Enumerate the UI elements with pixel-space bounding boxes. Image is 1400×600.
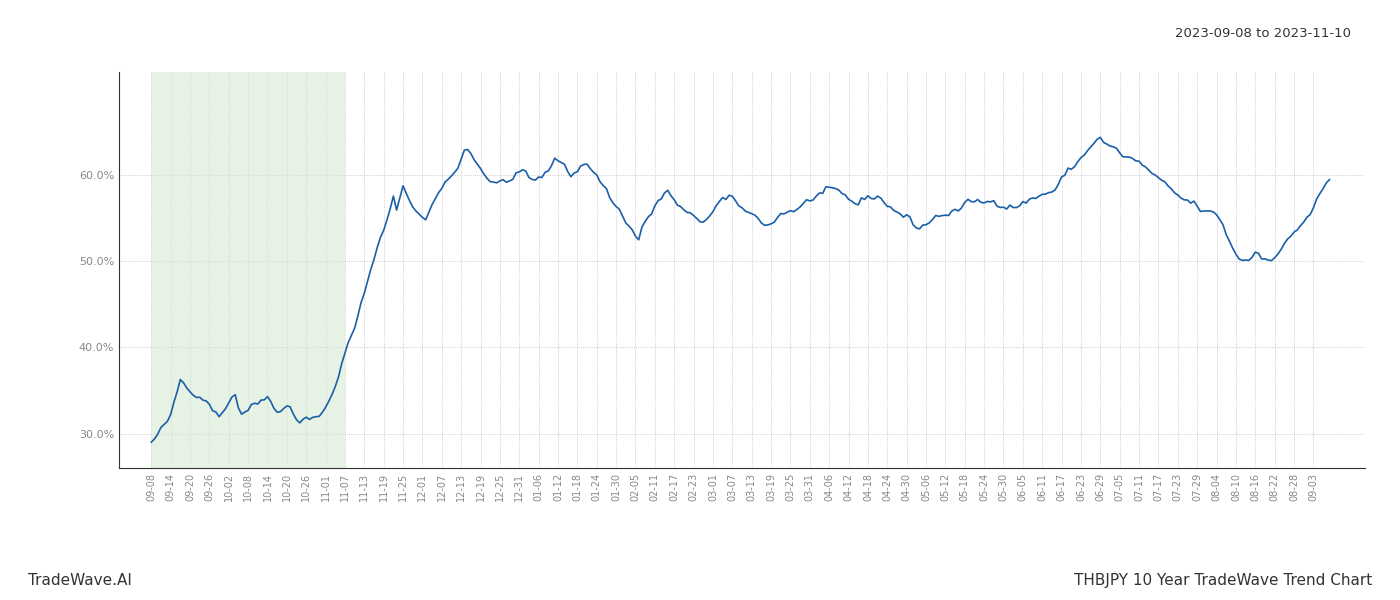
- Bar: [151, 72, 344, 468]
- Text: TradeWave.AI: TradeWave.AI: [28, 573, 132, 588]
- Text: THBJPY 10 Year TradeWave Trend Chart: THBJPY 10 Year TradeWave Trend Chart: [1074, 573, 1372, 588]
- Text: 2023-09-08 to 2023-11-10: 2023-09-08 to 2023-11-10: [1175, 27, 1351, 40]
